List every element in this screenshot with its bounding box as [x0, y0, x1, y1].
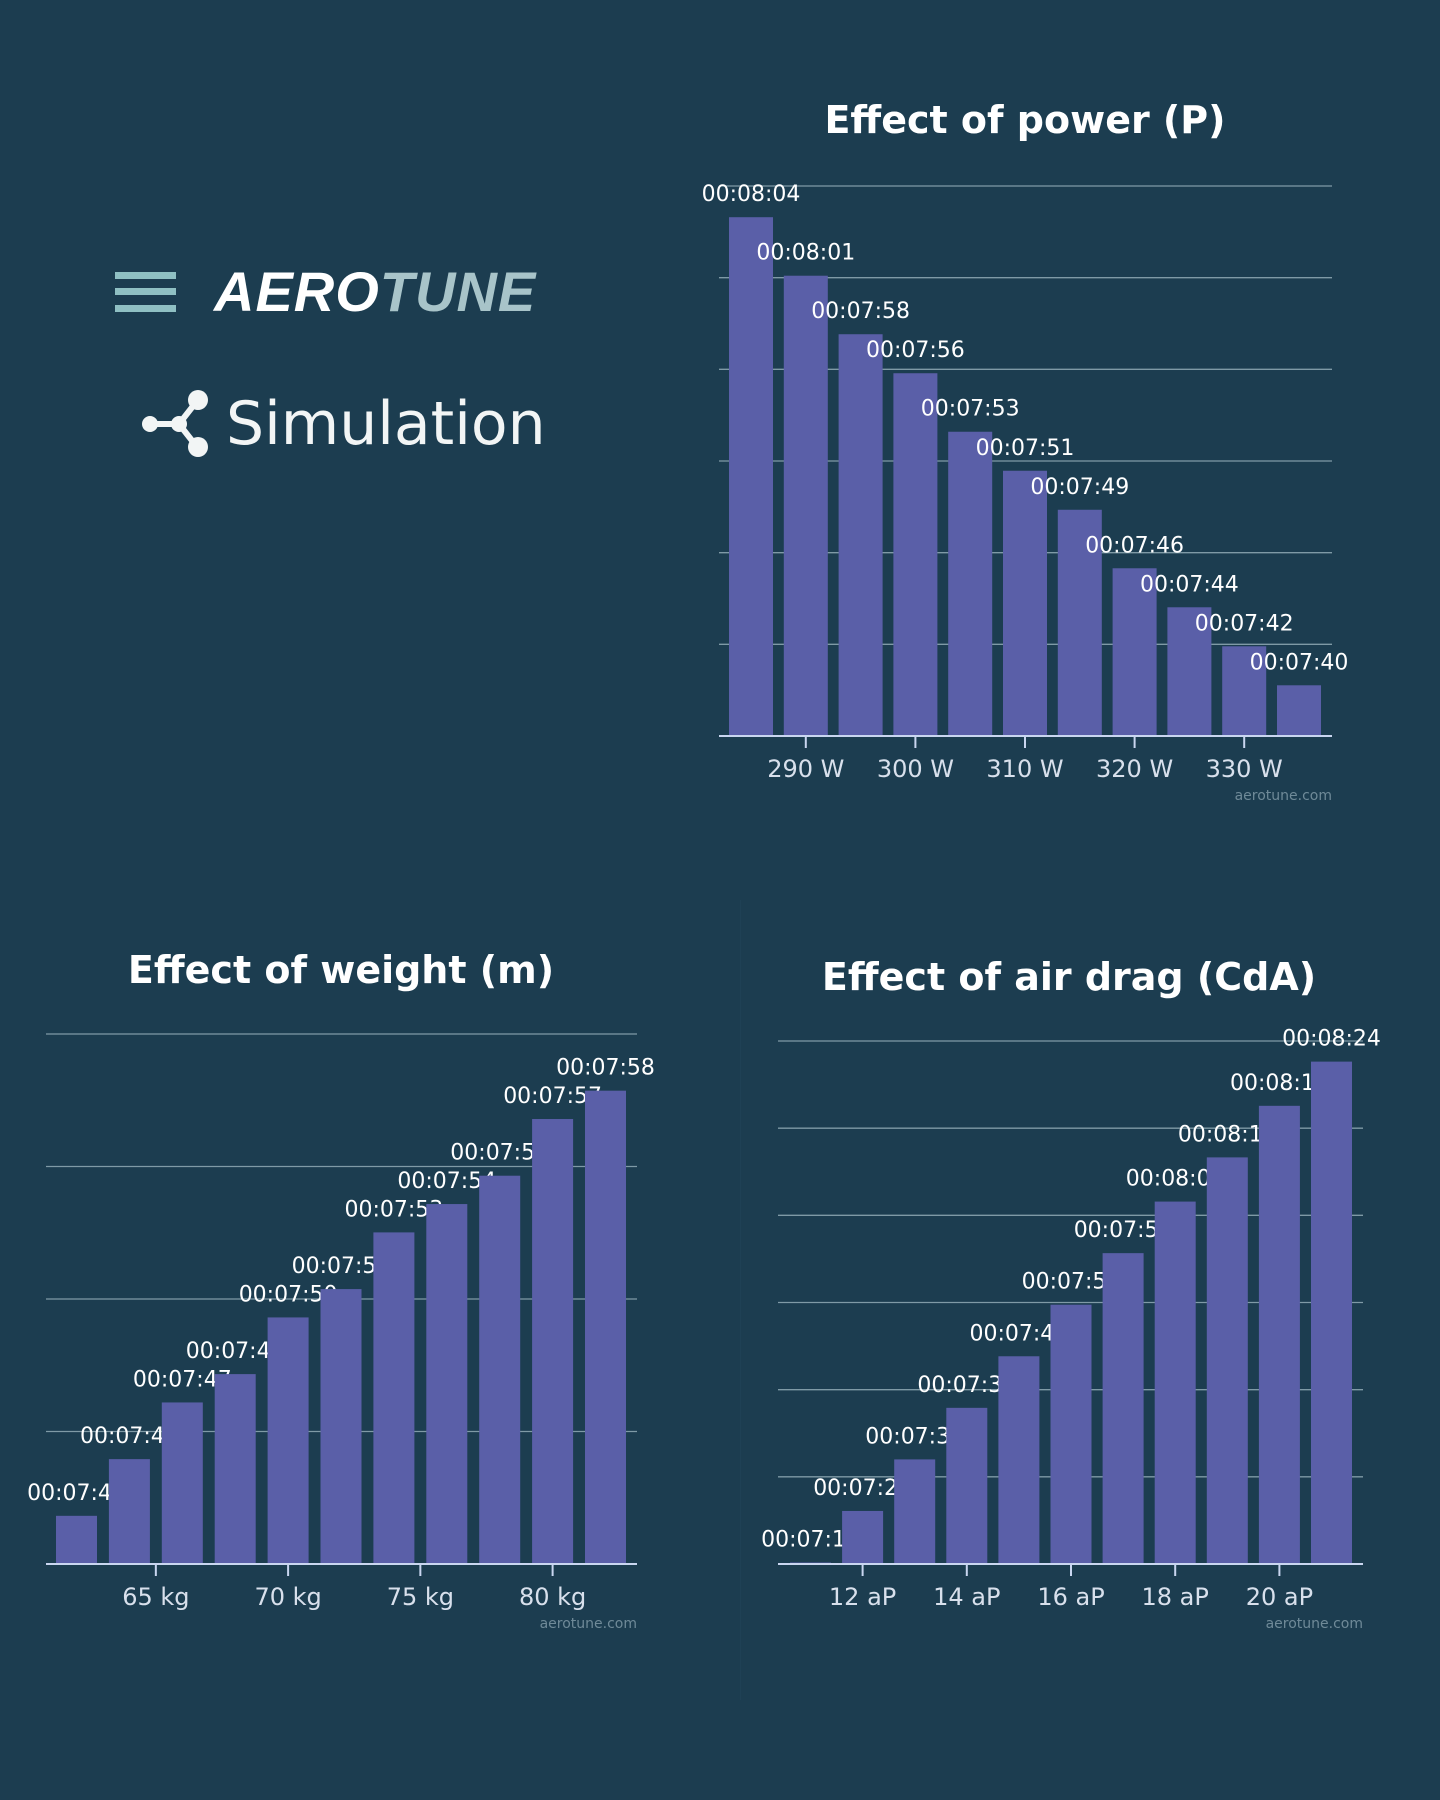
weight-x-tick-label: 70 kg [254, 1583, 321, 1611]
weight-bar [426, 1204, 468, 1564]
weight-bar [267, 1317, 309, 1564]
drag-chart-title: Effect of air drag (CdA) [821, 955, 1317, 999]
power-bar [1112, 568, 1157, 736]
power-x-tick-label: 330 W [1206, 755, 1283, 783]
drag-x-tick-label: 16 aP [1037, 1583, 1104, 1611]
weight-bar [108, 1459, 150, 1564]
weight-x-tick-label: 80 kg [519, 1583, 586, 1611]
power-bar [1057, 509, 1102, 736]
power-x-tick-label: 300 W [877, 755, 954, 783]
logo-part-tune: TUNE [379, 260, 537, 323]
power-bar-value-label: 00:07:40 [1250, 650, 1349, 675]
power-bar-value-label: 00:07:42 [1195, 611, 1294, 636]
power-bar [948, 431, 993, 736]
power-bar [893, 373, 938, 736]
power-x-tick-label: 320 W [1096, 755, 1173, 783]
weight-bar [585, 1090, 626, 1564]
drag-bar [1258, 1105, 1300, 1564]
power-bar-value-label: 00:07:56 [866, 338, 965, 363]
power-bar [729, 217, 773, 736]
power-watermark: aerotune.com [1235, 788, 1332, 804]
power-bar [1277, 685, 1321, 736]
drag-bar [1154, 1201, 1196, 1564]
power-bar-value-label: 00:07:53 [921, 397, 1020, 422]
weight-bar [161, 1402, 203, 1564]
share-nodes-icon [142, 390, 208, 457]
drag-bar [1206, 1157, 1248, 1564]
power-bar [1167, 607, 1212, 736]
drag-bar [1311, 1061, 1352, 1564]
logo-part-aero: AERO [214, 260, 380, 323]
drag-watermark: aerotune.com [1266, 1616, 1363, 1632]
drag-x-tick-label: 20 aP [1246, 1583, 1313, 1611]
power-x-tick-label: 310 W [986, 755, 1063, 783]
drag-bar [894, 1459, 936, 1564]
power-bar-value-label: 00:08:01 [756, 241, 855, 266]
weight-bar-value-label: 00:07:58 [556, 1056, 655, 1081]
power-bar-value-label: 00:07:46 [1085, 533, 1184, 558]
weight-watermark: aerotune.com [540, 1616, 637, 1632]
panel-divider [740, 900, 741, 1700]
section-title: Simulation [226, 389, 546, 459]
weight-bar [532, 1119, 574, 1564]
power-bar-value-label: 00:08:04 [702, 182, 801, 207]
power-bar [1003, 470, 1047, 736]
power-x-tick-label: 290 W [767, 755, 844, 783]
weight-bar [479, 1175, 521, 1564]
drag-bar [1050, 1304, 1092, 1564]
weight-bar [373, 1232, 415, 1564]
drag-x-tick-label: 14 aP [933, 1583, 1000, 1611]
aerotune-logo[interactable]: AEROTUNE [214, 262, 536, 322]
drag-bar [1102, 1253, 1144, 1564]
weight-x-tick-label: 65 kg [122, 1583, 189, 1611]
weight-chart-title: Effect of weight (m) [127, 948, 555, 992]
weight-bar [214, 1374, 256, 1564]
power-bar [838, 334, 883, 736]
drag-x-tick-label: 18 aP [1142, 1583, 1209, 1611]
power-bar-value-label: 00:07:49 [1030, 475, 1129, 500]
weight-bar [320, 1289, 362, 1564]
power-bar [783, 275, 828, 736]
power-chart-title: Effect of power (P) [824, 98, 1226, 142]
drag-bar [998, 1356, 1040, 1564]
weight-bar [56, 1515, 97, 1564]
drag-bar [946, 1407, 988, 1564]
drag-x-tick-label: 12 aP [829, 1583, 896, 1611]
weight-x-tick-label: 75 kg [387, 1583, 454, 1611]
power-bar [1222, 646, 1267, 736]
drag-bar-value-label: 00:08:24 [1282, 1027, 1381, 1052]
hamburger-menu-icon[interactable] [115, 272, 176, 312]
power-bar-value-label: 00:07:58 [811, 299, 910, 324]
power-bar-value-label: 00:07:51 [976, 436, 1075, 461]
power-bar-value-label: 00:07:44 [1140, 572, 1239, 597]
drag-bar [842, 1510, 884, 1564]
